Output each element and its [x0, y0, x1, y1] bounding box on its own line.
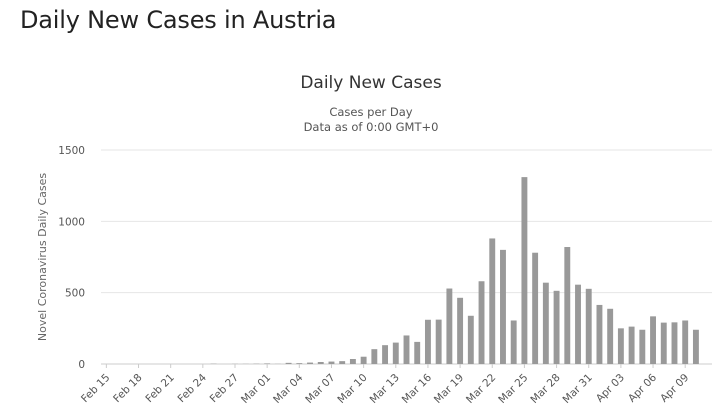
y-tick-label: 1500	[58, 145, 85, 157]
bar	[371, 349, 378, 364]
bar	[564, 247, 571, 364]
bar	[639, 329, 646, 364]
bar	[264, 363, 271, 364]
x-tick-label: Mar 01	[239, 372, 273, 406]
bar	[478, 281, 485, 364]
bar	[328, 361, 335, 364]
bar	[392, 342, 399, 364]
x-tick-label: Mar 28	[528, 372, 562, 406]
bar	[424, 319, 431, 364]
bar	[542, 282, 549, 364]
chart-subtitle-line-1: Cases per Day	[329, 105, 412, 119]
bar	[435, 319, 442, 364]
bar	[532, 252, 539, 364]
bar	[660, 322, 667, 364]
x-tick-label: Apr 09	[658, 372, 691, 405]
x-tick-label: Mar 25	[496, 372, 530, 406]
chart-subtitle-line-2: Data as of 0:00 GMT+0	[304, 120, 439, 134]
x-tick-label: Mar 10	[335, 372, 369, 406]
bar	[510, 320, 517, 364]
bar	[349, 359, 356, 364]
bar	[339, 361, 346, 364]
x-tick-label: Feb 21	[143, 372, 176, 405]
y-tick-label: 1000	[58, 216, 85, 228]
bar	[596, 304, 603, 364]
y-tick-label: 0	[78, 359, 85, 371]
bar	[553, 290, 560, 364]
bar	[403, 335, 410, 364]
x-tick-label: Mar 04	[271, 371, 306, 406]
x-tick-label: Apr 03	[594, 372, 627, 405]
y-axis-ticks: 0 500 1000 1500	[58, 145, 85, 371]
bar	[521, 177, 528, 364]
bar	[285, 362, 292, 364]
bar	[446, 288, 453, 364]
x-tick-label: Feb 27	[208, 372, 241, 405]
bar	[692, 329, 699, 364]
x-tick-label: Apr 06	[626, 371, 659, 404]
x-tick-label: Mar 31	[561, 372, 595, 406]
x-tick-label: Feb 18	[111, 372, 144, 405]
bar	[628, 326, 635, 364]
bar	[382, 345, 389, 364]
bar	[607, 308, 614, 364]
x-tick-label: Feb 15	[79, 372, 112, 405]
bar	[671, 322, 678, 364]
bar	[360, 356, 367, 364]
bar	[500, 249, 506, 364]
x-tick-label: Mar 13	[368, 372, 402, 406]
bar	[489, 238, 496, 364]
bars	[210, 177, 699, 364]
y-axis-label: Novel Coronavirus Daily Cases	[36, 173, 49, 341]
x-tick-label: Feb 24	[176, 371, 210, 405]
x-tick-label: Mar 07	[303, 372, 337, 406]
y-tick-label: 500	[65, 288, 85, 300]
bar	[307, 362, 313, 364]
bar	[575, 284, 581, 364]
bar	[296, 363, 303, 364]
bar	[585, 288, 592, 364]
bar	[414, 341, 421, 364]
bar	[617, 328, 624, 364]
page-heading: Daily New Cases in Austria	[20, 6, 337, 34]
bar	[650, 316, 656, 364]
x-tick-label: Mar 19	[432, 372, 466, 406]
x-tick-label: Mar 16	[400, 371, 435, 406]
x-tick-label: Mar 22	[464, 372, 498, 406]
chart-title: Daily New Cases	[300, 73, 442, 93]
bar	[317, 362, 324, 364]
bar	[467, 315, 474, 364]
bar	[682, 320, 689, 364]
bar	[457, 297, 464, 364]
